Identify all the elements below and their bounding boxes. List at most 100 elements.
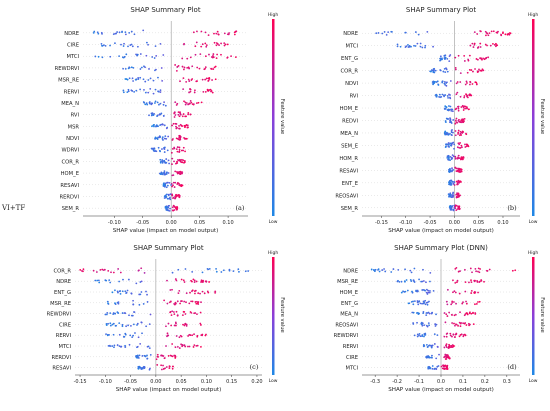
- shap-point: [163, 182, 165, 185]
- shap-point: [107, 302, 109, 305]
- feature-label: MEA_N: [340, 312, 358, 318]
- shap-point: [204, 90, 207, 93]
- shap-point: [143, 272, 146, 274]
- shap-point: [186, 126, 189, 129]
- shap-point: [164, 104, 167, 107]
- shap-point: [407, 302, 410, 305]
- shap-point: [447, 158, 449, 161]
- shap-point: [445, 367, 447, 370]
- shap-point: [227, 33, 230, 36]
- shap-point: [204, 31, 207, 34]
- shap-point: [125, 53, 128, 56]
- shap-point: [178, 172, 181, 175]
- colorbar-low-label: Low: [529, 219, 538, 225]
- shap-point: [168, 301, 171, 304]
- shap-point: [154, 136, 157, 139]
- shap-point: [212, 68, 215, 70]
- shap-point: [183, 159, 186, 162]
- shap-point: [424, 332, 427, 335]
- shap-point: [461, 158, 464, 161]
- shap-point: [191, 289, 194, 292]
- shap-point: [421, 334, 424, 337]
- shap-point: [143, 365, 146, 368]
- shap-point: [187, 103, 189, 106]
- shap-point: [496, 31, 499, 34]
- shap-point: [147, 43, 149, 46]
- shap-point: [159, 150, 162, 153]
- shap-point: [493, 43, 496, 46]
- shap-point: [183, 100, 185, 103]
- shap-point: [457, 194, 460, 197]
- shap-point: [410, 271, 413, 274]
- shap-point: [171, 310, 174, 313]
- shap-point: [150, 102, 153, 105]
- shap-point: [445, 68, 448, 71]
- shap-point: [174, 196, 177, 199]
- shap-point: [461, 118, 464, 121]
- chart-title: SHAP Summary Plot (DNN): [394, 244, 488, 252]
- shap-point: [480, 69, 483, 72]
- shap-point: [463, 268, 466, 271]
- shap-point: [445, 132, 447, 135]
- shap-point: [168, 182, 171, 184]
- shap-point: [192, 31, 195, 34]
- shap-point: [469, 81, 472, 84]
- shap-point: [176, 345, 179, 348]
- shap-point: [152, 92, 155, 95]
- shap-point: [193, 312, 196, 315]
- shap-point: [178, 146, 181, 149]
- shap-point: [415, 290, 417, 293]
- shap-point: [198, 67, 201, 70]
- feature-label: RESAVI: [52, 366, 71, 372]
- shap-point: [101, 268, 104, 271]
- shap-point: [102, 269, 105, 272]
- shap-point: [455, 170, 458, 173]
- shap-point: [444, 120, 447, 122]
- shap-point: [403, 291, 406, 293]
- feature-label: COR_R: [53, 268, 71, 274]
- shap-point: [468, 69, 471, 71]
- shap-point: [159, 91, 162, 94]
- shap-point: [426, 30, 429, 33]
- shap-point: [182, 77, 185, 80]
- shap-point: [195, 302, 198, 305]
- shap-point: [165, 325, 167, 328]
- colorbar-title: Feature value: [539, 297, 545, 332]
- shap-point: [124, 332, 127, 335]
- shap-point: [426, 293, 429, 295]
- shap-point: [461, 302, 464, 305]
- shap-point: [191, 280, 193, 283]
- shap-point: [155, 358, 158, 361]
- shap-point: [213, 41, 216, 44]
- shap-point: [422, 302, 425, 305]
- shap-point: [485, 57, 487, 60]
- shap-point: [435, 323, 438, 326]
- shap-point: [400, 280, 403, 283]
- shap-point: [183, 281, 186, 283]
- shap-point: [446, 303, 449, 306]
- shap-point: [174, 170, 177, 173]
- shap-point: [122, 278, 124, 281]
- x-tick-label: 0.20: [251, 379, 262, 385]
- shap-point: [175, 104, 178, 106]
- shap-point: [471, 42, 474, 45]
- shap-point: [447, 142, 450, 144]
- shap-point: [171, 147, 174, 150]
- shap-point: [171, 206, 174, 209]
- x-tick-label: -0.3: [370, 379, 380, 385]
- shap-point: [460, 168, 463, 171]
- feature-label: ENT_G: [54, 290, 71, 296]
- shap-point: [142, 29, 145, 32]
- shap-point: [424, 289, 426, 292]
- shap-point: [101, 44, 103, 47]
- shap-point: [127, 88, 130, 91]
- shap-point: [188, 67, 191, 70]
- shap-point: [448, 181, 450, 184]
- shap-point: [439, 69, 442, 71]
- shap-point: [116, 344, 119, 346]
- shap-point: [455, 180, 458, 183]
- shap-point: [458, 292, 461, 295]
- shap-point: [109, 312, 112, 315]
- shap-point: [426, 303, 429, 306]
- shap-point: [124, 33, 127, 36]
